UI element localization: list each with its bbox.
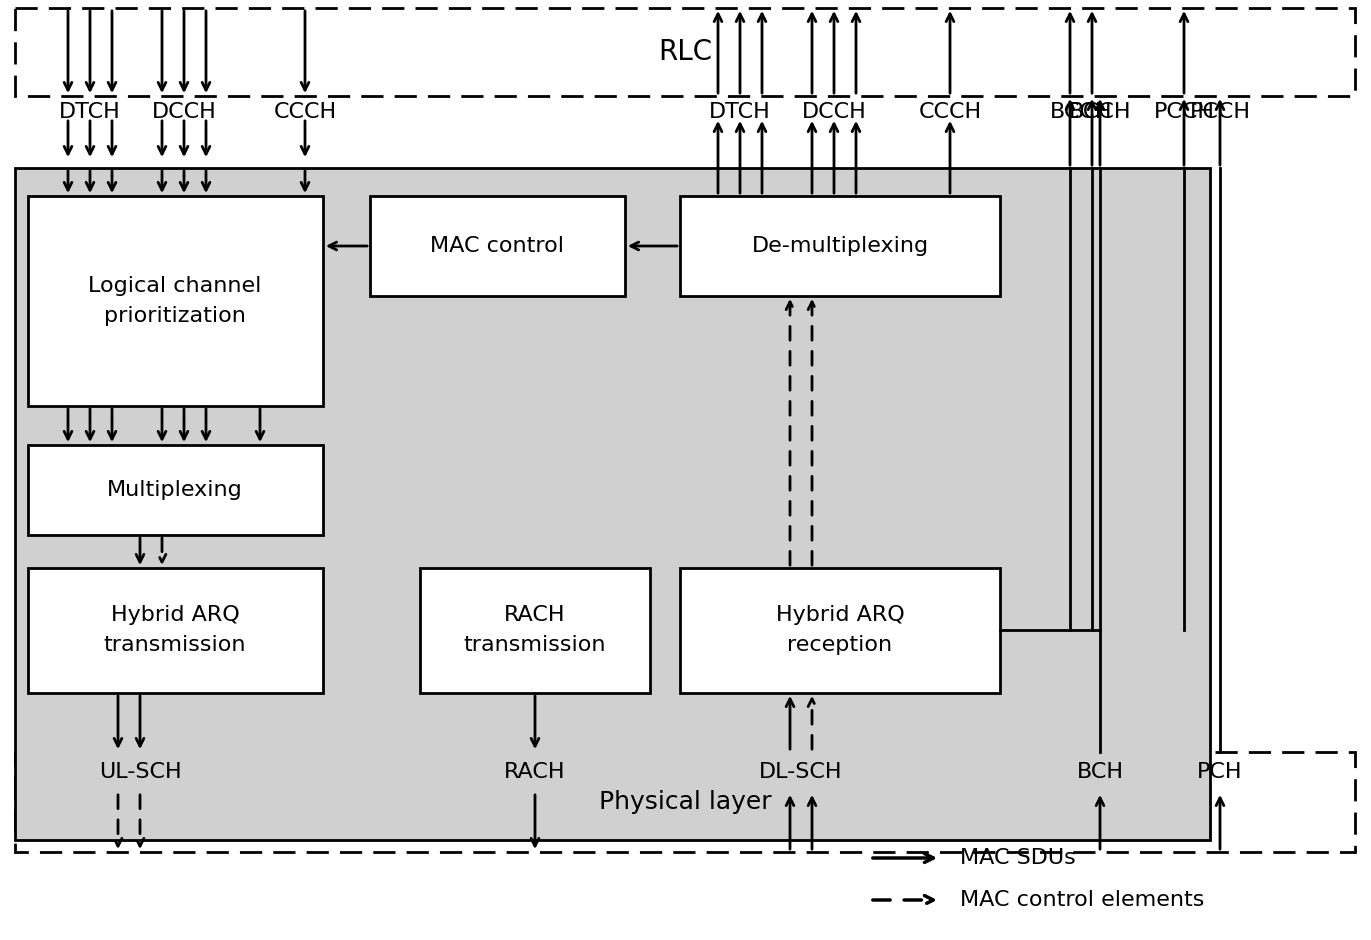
Text: BCCH: BCCH (1050, 102, 1112, 122)
Text: DCCH: DCCH (152, 102, 217, 122)
Text: PCCH: PCCH (1153, 102, 1215, 122)
Text: UL-SCH: UL-SCH (99, 762, 181, 782)
Bar (15, 168, 1211, 840)
Bar (15, 8, 1355, 96)
Bar (27, 196, 324, 406)
Text: CCCH: CCCH (919, 102, 982, 122)
Text: Logical channel
prioritization: Logical channel prioritization (88, 276, 262, 326)
Text: DL-SCH: DL-SCH (760, 762, 843, 782)
Text: DCCH: DCCH (802, 102, 866, 122)
Bar (680, 568, 999, 693)
Text: Physical layer: Physical layer (599, 790, 772, 814)
Text: Hybrid ARQ
reception: Hybrid ARQ reception (776, 605, 905, 655)
Text: BCCH: BCCH (1069, 102, 1131, 122)
Text: RLC: RLC (658, 38, 712, 66)
Text: DTCH: DTCH (709, 102, 771, 122)
Text: PCCH: PCCH (1190, 102, 1250, 122)
Text: MAC SDUs: MAC SDUs (960, 848, 1076, 868)
Text: DTCH: DTCH (59, 102, 121, 122)
Text: MAC control elements: MAC control elements (960, 890, 1204, 910)
Bar (680, 196, 999, 296)
Bar (370, 196, 625, 296)
Text: CCCH: CCCH (273, 102, 336, 122)
Bar (27, 568, 324, 693)
Text: De-multiplexing: De-multiplexing (751, 236, 928, 256)
Text: RACH
transmission: RACH transmission (463, 605, 606, 655)
Bar (27, 445, 324, 535)
Text: RACH: RACH (505, 762, 566, 782)
Bar (420, 568, 650, 693)
Bar (15, 752, 1355, 852)
Text: PCH: PCH (1197, 762, 1242, 782)
Text: BCH: BCH (1076, 762, 1123, 782)
Text: Hybrid ARQ
transmission: Hybrid ARQ transmission (104, 605, 247, 655)
Text: MAC control: MAC control (430, 236, 563, 256)
Text: Multiplexing: Multiplexing (107, 480, 243, 500)
